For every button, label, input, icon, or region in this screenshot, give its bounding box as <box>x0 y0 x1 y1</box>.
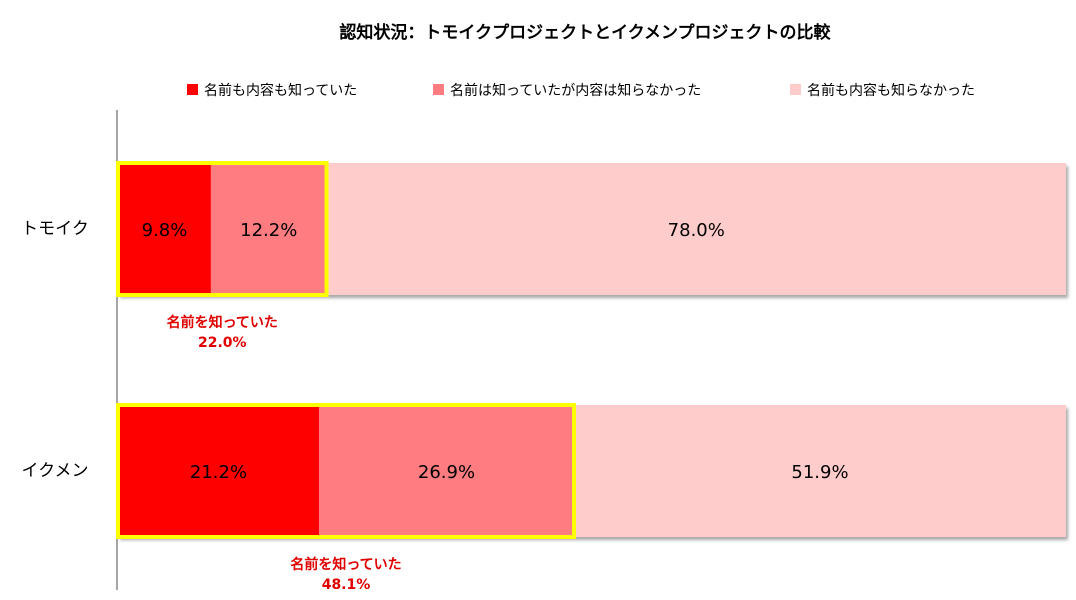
bar-segment-2-3 <box>573 405 1066 537</box>
bar-segment-2-1 <box>118 405 319 537</box>
data-label-1-2: 12.2% <box>240 220 297 241</box>
category-label-1: トモイク <box>21 219 89 239</box>
legend-label-2: 名前は知っていたが内容は知らなかった <box>450 82 701 99</box>
legend-swatch-1 <box>187 84 198 95</box>
bar-segment-1-2 <box>210 163 327 295</box>
legend-swatch-3 <box>790 84 801 95</box>
data-label-1-3: 78.0% <box>668 220 725 241</box>
bars-group: トモイク 9.8% 12.2% 78.0% イクメン 21.2% 26.9% 51.9% <box>21 163 1066 537</box>
bar-segment-2-2 <box>318 405 574 537</box>
legend-label-3: 名前も内容も知らなかった <box>807 82 975 99</box>
bar-row-2 <box>118 405 1066 537</box>
callout-line2-1: 22.0% <box>198 335 247 351</box>
callout-line1-2: 名前を知っていた <box>290 556 401 573</box>
data-label-1-1: 9.8% <box>142 220 188 241</box>
callout-line1-1: 名前を知っていた <box>167 314 278 331</box>
category-label-2: イクメン <box>22 461 89 481</box>
highlight-box-1 <box>116 161 329 297</box>
data-label-2-3: 51.9% <box>791 462 848 483</box>
data-label-2-1: 21.2% <box>190 462 247 483</box>
chart-legend: 名前も内容も知っていた 名前は知っていたが内容は知らなかった 名前も内容も知らなかっ… <box>187 82 975 99</box>
legend-swatch-2 <box>433 84 444 95</box>
legend-label-1: 名前も内容も知っていた <box>204 82 357 99</box>
bar-segment-1-3 <box>326 163 1066 295</box>
callout-line2-2: 48.1% <box>322 577 371 593</box>
data-label-2-2: 26.9% <box>418 462 475 483</box>
chart-title: 認知状況：トモイクプロジェクトとイクメンプロジェクトの比較 <box>339 22 831 43</box>
bar-row-1 <box>118 163 1066 295</box>
highlight-box-2 <box>116 403 576 539</box>
bar-segment-1-1 <box>118 163 211 295</box>
highlight-group: 名前を知っていた 22.0% 名前を知っていた 48.1% <box>116 161 576 593</box>
